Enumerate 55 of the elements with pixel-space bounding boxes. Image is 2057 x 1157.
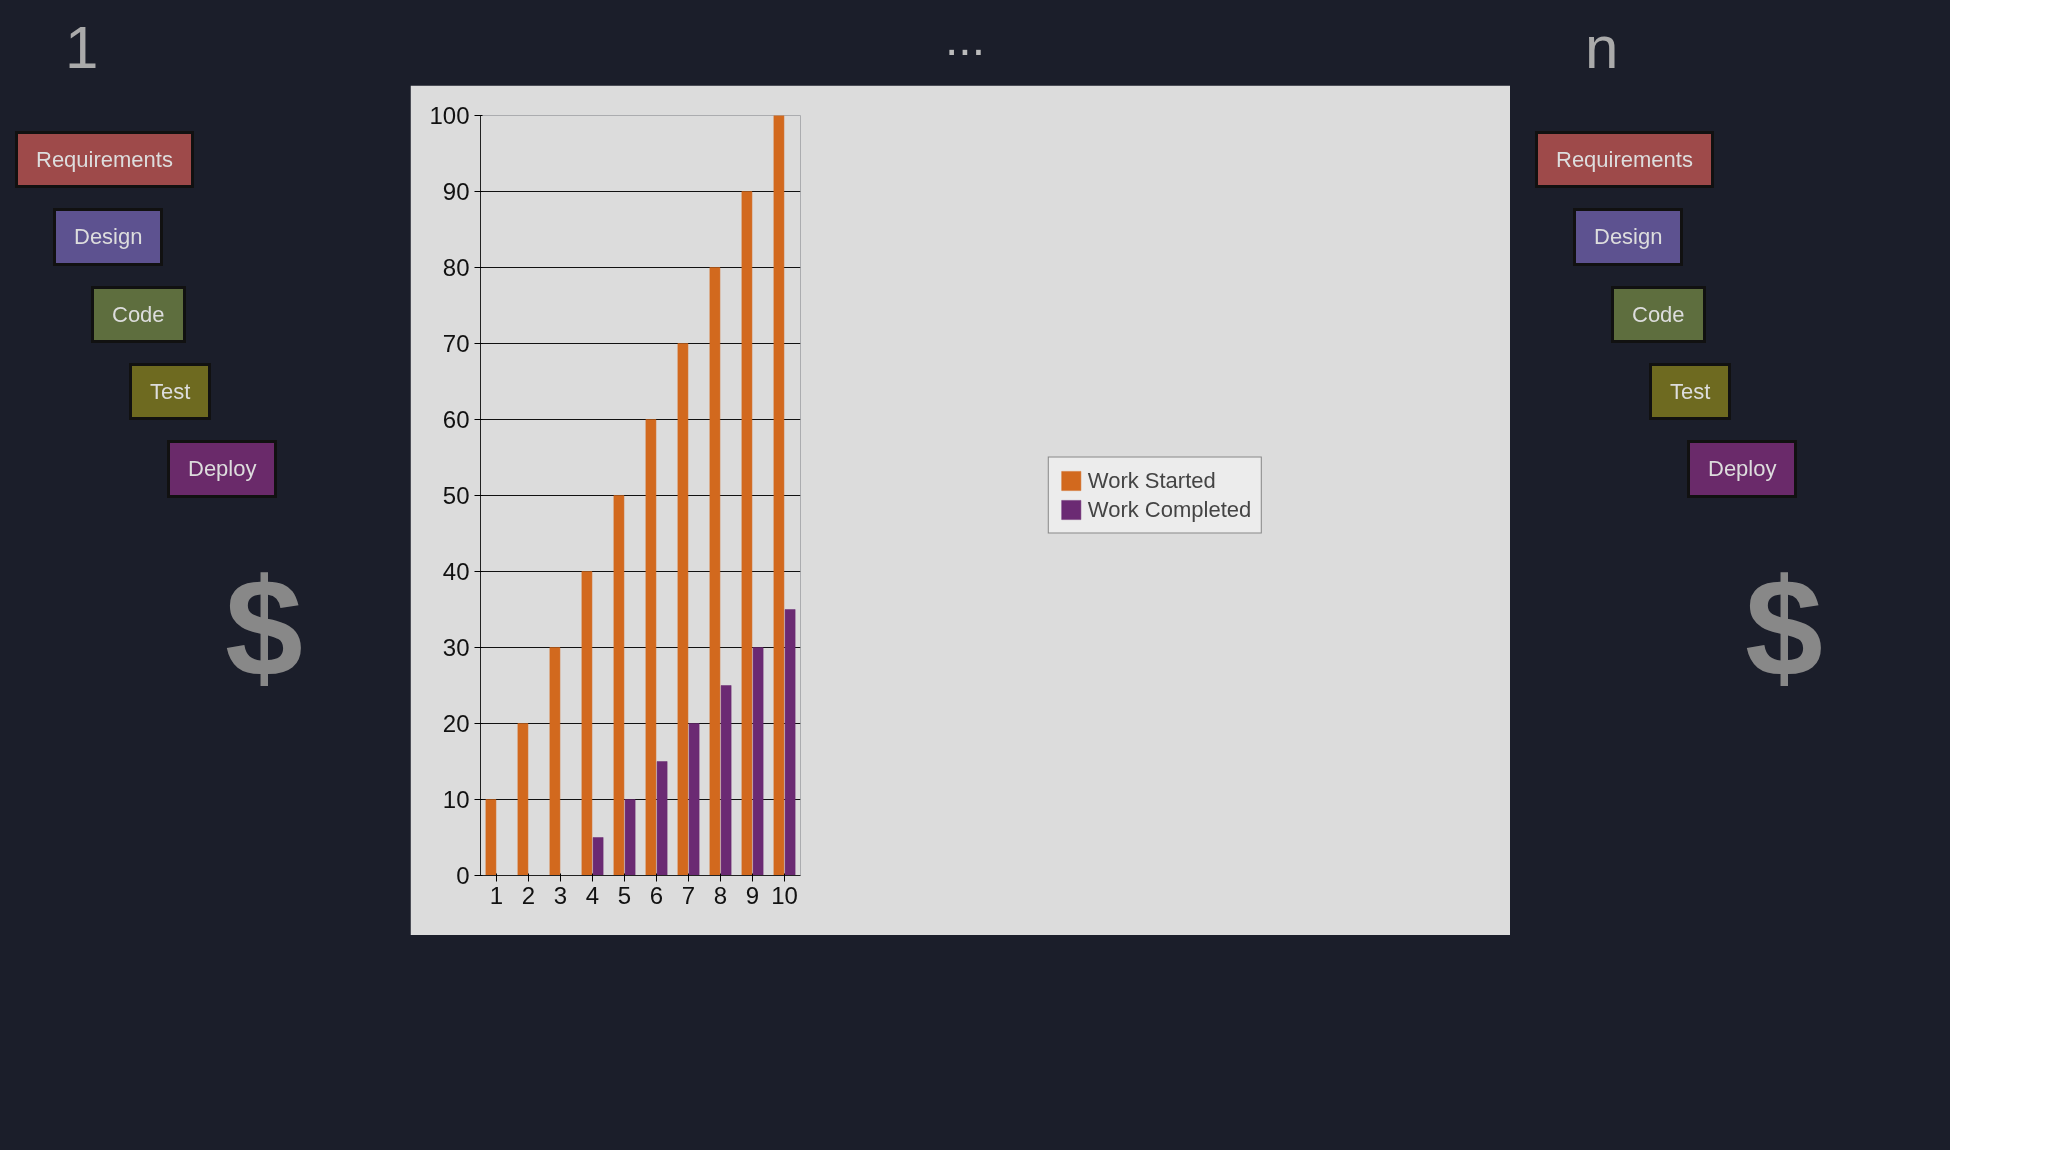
bar bbox=[549, 647, 561, 876]
y-tick-label: 60 bbox=[442, 406, 470, 433]
bar bbox=[624, 799, 636, 876]
text: Test bbox=[1649, 362, 1732, 421]
text: Deploy bbox=[1687, 440, 1798, 498]
text: n bbox=[1585, 13, 1620, 83]
bar bbox=[613, 495, 625, 876]
y-tick-label: 80 bbox=[442, 254, 470, 281]
x-tick-label: 5 bbox=[617, 881, 632, 909]
y-tick-label: 40 bbox=[442, 558, 470, 585]
text: Code bbox=[91, 285, 186, 343]
text: Test bbox=[129, 362, 212, 421]
text: Deploy bbox=[167, 440, 278, 498]
bar bbox=[688, 723, 700, 876]
x-tick-label: 8 bbox=[713, 881, 728, 909]
y-tick-label: 10 bbox=[442, 786, 470, 813]
bar bbox=[720, 685, 732, 876]
bar bbox=[784, 609, 796, 876]
text: Requirements bbox=[15, 130, 194, 189]
text: $ bbox=[225, 547, 304, 708]
x-tick-label: 6 bbox=[649, 881, 664, 909]
bar bbox=[773, 115, 785, 876]
bar bbox=[517, 723, 529, 876]
text: 1 bbox=[65, 13, 100, 83]
x-tick-label: 1 bbox=[489, 881, 504, 909]
bar bbox=[592, 837, 604, 876]
bar bbox=[752, 647, 764, 876]
x-tick-label: 2 bbox=[521, 881, 536, 909]
bar bbox=[581, 571, 593, 876]
x-tick-label: 9 bbox=[745, 881, 760, 909]
y-tick-label: 20 bbox=[442, 710, 470, 737]
legend-label: Work Started bbox=[1087, 467, 1216, 494]
bar bbox=[709, 267, 721, 876]
x-tick-label: 7 bbox=[681, 881, 696, 909]
bar bbox=[677, 343, 689, 876]
text: Requirements bbox=[1535, 130, 1714, 189]
text: $ bbox=[1745, 547, 1824, 708]
bar bbox=[645, 419, 657, 876]
y-tick-label: 30 bbox=[442, 634, 470, 661]
bar bbox=[656, 761, 668, 876]
bar bbox=[741, 191, 753, 876]
y-tick-label: 50 bbox=[442, 482, 470, 509]
x-tick-label: 4 bbox=[585, 881, 600, 909]
bar bbox=[485, 799, 497, 876]
text: Code bbox=[1611, 285, 1706, 343]
y-tick-label: 0 bbox=[456, 862, 470, 889]
legend-label: Work Completed bbox=[1087, 496, 1252, 523]
x-tick-label: 10 bbox=[771, 881, 798, 909]
y-tick-label: 90 bbox=[442, 178, 470, 205]
x-tick-label: 3 bbox=[553, 881, 568, 909]
text: Design bbox=[1573, 208, 1684, 266]
y-tick-label: 100 bbox=[429, 102, 470, 129]
text: Design bbox=[53, 208, 164, 266]
text: ... bbox=[415, 5, 1515, 75]
y-tick-label: 70 bbox=[442, 330, 470, 357]
